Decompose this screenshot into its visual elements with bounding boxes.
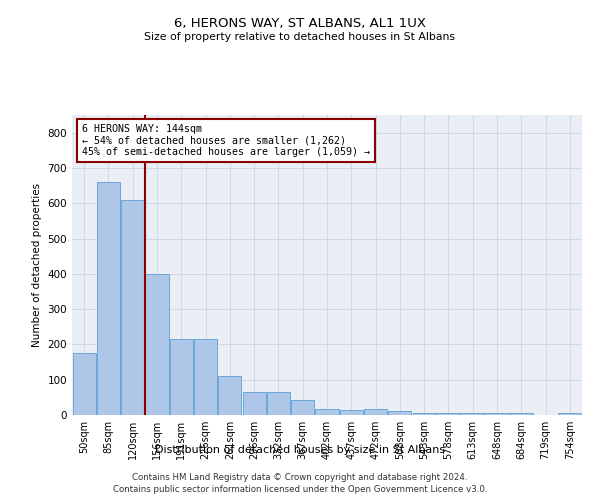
Text: Contains public sector information licensed under the Open Government Licence v3: Contains public sector information licen…: [113, 484, 487, 494]
Bar: [291, 400, 314, 415]
Bar: [364, 410, 387, 415]
Bar: [461, 413, 484, 415]
Text: 6 HERONS WAY: 144sqm
← 54% of detached houses are smaller (1,262)
45% of semi-de: 6 HERONS WAY: 144sqm ← 54% of detached h…: [82, 124, 370, 157]
Bar: [194, 339, 217, 415]
Bar: [97, 182, 120, 415]
Bar: [242, 392, 266, 415]
Bar: [413, 413, 436, 415]
Bar: [485, 413, 509, 415]
Bar: [559, 413, 581, 415]
Bar: [170, 339, 193, 415]
Bar: [267, 392, 290, 415]
Y-axis label: Number of detached properties: Number of detached properties: [32, 183, 42, 347]
Bar: [510, 413, 533, 415]
Bar: [145, 274, 169, 415]
Bar: [340, 410, 363, 415]
Text: 6, HERONS WAY, ST ALBANS, AL1 1UX: 6, HERONS WAY, ST ALBANS, AL1 1UX: [174, 18, 426, 30]
Text: Contains HM Land Registry data © Crown copyright and database right 2024.: Contains HM Land Registry data © Crown c…: [132, 473, 468, 482]
Bar: [316, 408, 338, 415]
Bar: [388, 411, 412, 415]
Bar: [218, 376, 241, 415]
Text: Size of property relative to detached houses in St Albans: Size of property relative to detached ho…: [145, 32, 455, 42]
Bar: [73, 353, 95, 415]
Bar: [121, 200, 144, 415]
Bar: [437, 413, 460, 415]
Text: Distribution of detached houses by size in St Albans: Distribution of detached houses by size …: [155, 445, 445, 455]
